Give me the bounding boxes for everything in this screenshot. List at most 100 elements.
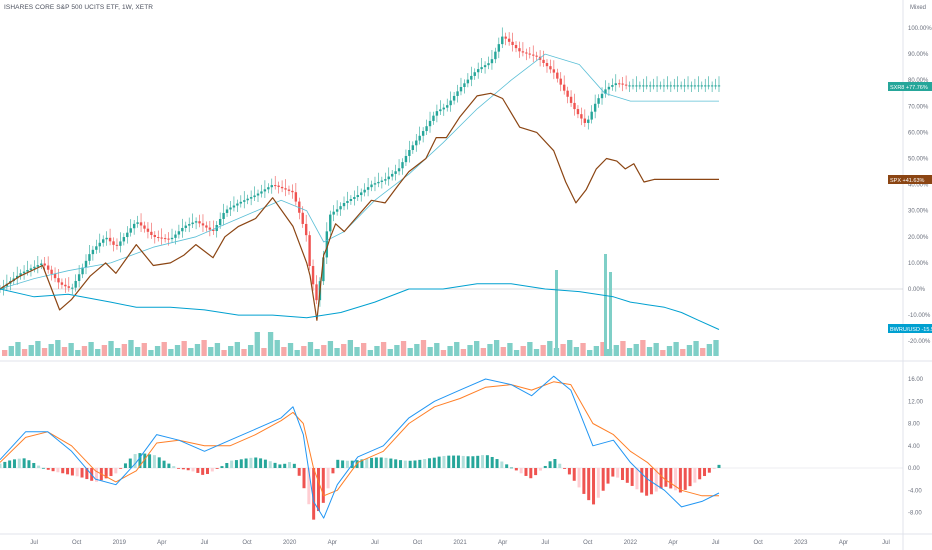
macd-histogram-bar [8,460,12,468]
macd-histogram-bar [254,457,258,468]
candle-body [29,268,33,271]
macd-histogram-bar [365,458,369,468]
candle-body [301,212,304,224]
candle-body [404,155,408,163]
macd-histogram-bar [321,468,325,503]
macd-y-tick-label: 8.00 [908,422,920,428]
candle-body [294,192,298,202]
macd-histogram-bar [466,456,470,468]
x-tick-label: 2023 [794,540,808,546]
y-tick-label: 30.00% [908,209,929,215]
volume-bar [95,349,101,356]
y-tick-label: 70.00% [908,104,929,110]
candle-body [387,176,390,180]
scale-label: Mixed [910,5,926,11]
volume-bar [81,346,88,356]
candle-body [126,232,129,238]
candle-body [446,105,449,108]
candle-body [36,265,40,267]
candle-body [315,284,318,301]
candle-body [129,228,132,233]
macd-histogram-bar [297,468,301,476]
macd-histogram-bar [717,464,721,468]
volume-bar [686,345,693,356]
candle-body [163,238,167,240]
candle-body [77,274,81,281]
candle-body [442,107,445,110]
macd-histogram-bar [210,468,214,472]
candle-body [229,207,232,210]
macd-histogram-bar [403,460,407,468]
macd-histogram-bar [698,468,702,480]
macd-histogram-bar [230,460,234,468]
candle-body [569,96,573,103]
candle-body [188,224,191,226]
volume-bar [208,347,214,356]
y-tick-label: 100.00% [908,26,932,32]
candle-body [549,66,552,70]
candle-body [686,85,690,87]
macd-histogram-bar [225,463,229,468]
candle-body [150,231,153,235]
candle-body [184,225,187,228]
macd-histogram-bar [162,460,166,468]
candle-body [366,187,370,190]
volume-bar [500,347,506,356]
candle-body [256,193,260,196]
candle-body [411,145,415,151]
volume-bar [108,341,114,356]
macd-histogram-bar [201,468,205,475]
volume-bar [247,345,254,356]
macd-histogram-bar [220,466,224,468]
candle-body [108,237,112,242]
candle-body [64,284,67,287]
macd-histogram-bar [654,468,658,492]
macd-histogram-bar [572,468,576,481]
candle-body [74,280,77,288]
volume-bar [294,350,300,356]
candle-body [631,85,635,87]
chart-title: ISHARES CORE S&P 500 UCITS ETF, 1W, XETR [4,4,154,11]
candle-body [697,85,700,87]
macd-histogram-bar [640,468,644,493]
macd-histogram-bar [500,461,504,468]
candle-body [638,85,642,87]
candle-body [490,59,494,64]
volume-bar [134,347,141,356]
candle-body [439,109,442,112]
macd-histogram-bar [509,467,513,469]
candle-body [707,85,710,87]
candle-body [635,85,638,87]
candle-body [487,63,490,66]
candle-body [525,52,528,54]
volume-bar [214,343,221,356]
candle-body [119,241,122,246]
macd-histogram-bar [172,466,176,468]
macd-histogram-bar [649,468,653,495]
volume-bar [555,270,558,356]
macd-histogram-bar [683,468,687,490]
candle-body [287,189,291,191]
candle-body [146,228,150,232]
volume-bar [115,348,121,356]
volume-bar [493,340,500,356]
volume-bar [626,348,633,356]
macd-histogram-bar [490,456,494,468]
volume-bar [121,344,127,356]
macd-histogram-bar [703,468,707,477]
candle-body [704,85,707,87]
candle-body [421,131,425,136]
candle-body [225,209,229,213]
macd-histogram-bar [437,456,441,468]
candle-body [683,85,686,87]
x-tick-label: Apr [328,540,337,546]
volume-bar [8,346,14,356]
volume-bar [55,340,61,356]
volume-bar [28,345,34,356]
candle-body [476,69,480,73]
candle-body [260,191,263,194]
candle-body [624,84,628,86]
macd-histogram-bar [196,468,200,473]
volume-bar [254,332,260,356]
